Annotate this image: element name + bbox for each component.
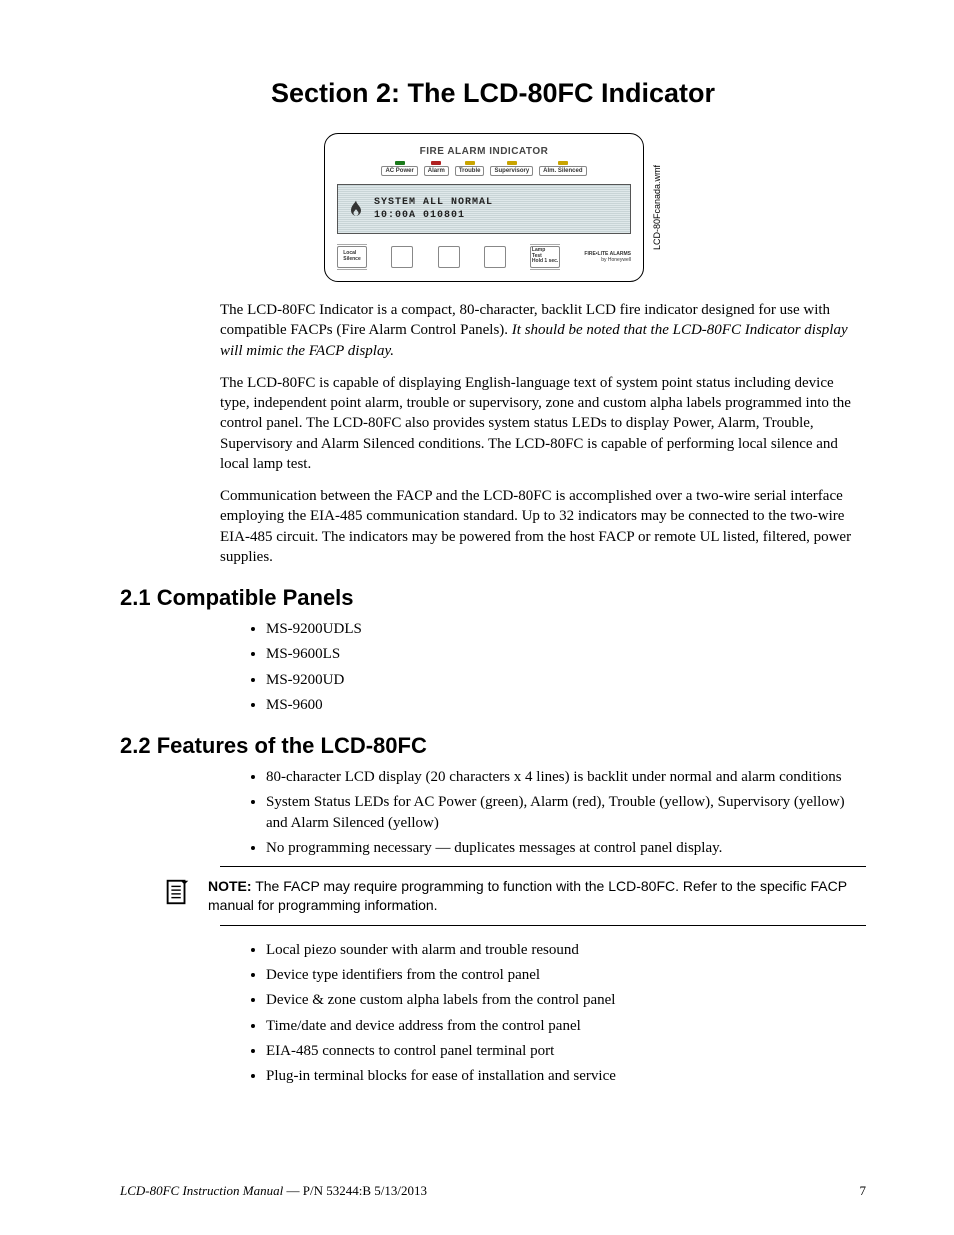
button-row: Local Silence Lamp Test Hold 1 sec. FIRE… (337, 244, 631, 269)
intro-para-3: Communication between the FACP and the L… (220, 486, 866, 567)
list-item: Plug-in terminal blocks for ease of inst… (266, 1066, 866, 1086)
led-row: AC Power Alarm Trouble Supervisory Alm. … (337, 161, 631, 176)
lamp-test-button: Lamp Test Hold 1 sec. (530, 246, 560, 268)
lcd-display: SYSTEM ALL NORMAL 10:00A 010801 (337, 184, 631, 234)
section-title: Section 2: The LCD-80FC Indicator (120, 78, 866, 109)
list-item: Local piezo sounder with alarm and troub… (266, 940, 866, 960)
device-figure: FIRE ALARM INDICATOR AC Power Alarm Trou… (120, 133, 866, 282)
note-block: NOTE: The FACP may require programming t… (220, 866, 866, 926)
note-icon (162, 877, 192, 907)
blank-button-3 (484, 246, 506, 268)
led-trouble (465, 161, 475, 165)
list-item: MS-9200UDLS (266, 619, 866, 639)
list-item: MS-9600 (266, 695, 866, 715)
list-item: System Status LEDs for AC Power (green),… (266, 792, 866, 833)
intro-para-1: The LCD-80FC Indicator is a compact, 80-… (220, 300, 866, 361)
list-item: Device & zone custom alpha labels from t… (266, 990, 866, 1010)
led-silenced (558, 161, 568, 165)
local-silence-button: Local Silence (337, 246, 367, 268)
features-list-2: Local piezo sounder with alarm and troub… (250, 940, 866, 1087)
led-supervisory (507, 161, 517, 165)
figure-filename: LCD-80Fcanada.wmf (652, 165, 662, 250)
list-item: No programming necessary — duplicates me… (266, 838, 866, 858)
blank-button-2 (438, 246, 460, 268)
heading-compatible-panels: 2.1 Compatible Panels (120, 585, 866, 611)
device-title: FIRE ALARM INDICATOR (337, 146, 631, 157)
device-panel: FIRE ALARM INDICATOR AC Power Alarm Trou… (324, 133, 644, 282)
led-alarm (431, 161, 441, 165)
lcd-text: SYSTEM ALL NORMAL 10:00A 010801 (374, 196, 493, 222)
list-item: Device type identifiers from the control… (266, 965, 866, 985)
fire-icon (346, 198, 366, 220)
list-item: Time/date and device address from the co… (266, 1016, 866, 1036)
heading-features: 2.2 Features of the LCD-80FC (120, 733, 866, 759)
blank-button-1 (391, 246, 413, 268)
list-item: MS-9600LS (266, 644, 866, 664)
list-item: 80-character LCD display (20 characters … (266, 767, 866, 787)
list-item: EIA-485 connects to control panel termin… (266, 1041, 866, 1061)
led-ac-power (395, 161, 405, 165)
compatible-panels-list: MS-9200UDLS MS-9600LS MS-9200UD MS-9600 (250, 619, 866, 715)
list-item: MS-9200UD (266, 670, 866, 690)
page-footer: LCD-80FC Instruction Manual — P/N 53244:… (120, 1183, 866, 1199)
note-text: NOTE: The FACP may require programming t… (208, 877, 866, 915)
brand-label: FIRE•LITE ALARMSby Honeywell (584, 251, 631, 263)
intro-para-2: The LCD-80FC is capable of displaying En… (220, 373, 866, 474)
features-list-1: 80-character LCD display (20 characters … (250, 767, 866, 858)
page-number: 7 (860, 1183, 867, 1199)
